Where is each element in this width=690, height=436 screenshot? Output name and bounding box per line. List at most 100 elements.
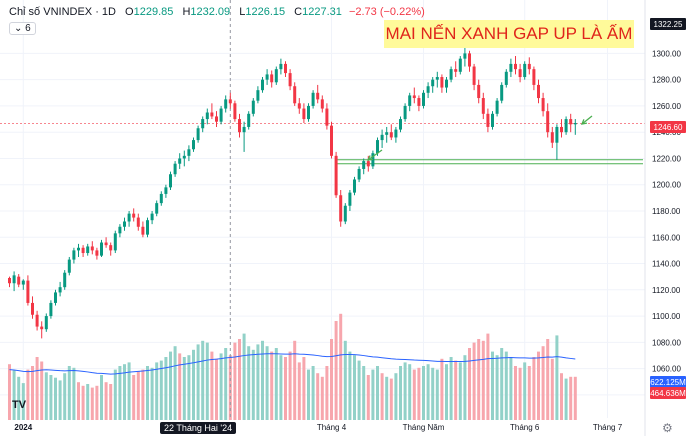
candle-body bbox=[380, 134, 384, 141]
volume-bar bbox=[228, 355, 232, 420]
candle-body bbox=[127, 213, 131, 222]
candle-body bbox=[146, 220, 149, 235]
candle-body bbox=[224, 99, 228, 109]
volume-bar bbox=[123, 364, 126, 420]
candle bbox=[514, 56, 517, 75]
volume-bar bbox=[325, 366, 329, 420]
indicators-toggle-button[interactable]: ⌄ 6 bbox=[9, 22, 36, 35]
candle-body bbox=[178, 158, 182, 164]
candle-body bbox=[463, 53, 467, 59]
candle bbox=[90, 241, 94, 255]
symbol-label[interactable]: Chỉ số VNINDEX · 1D bbox=[9, 6, 116, 18]
volume-bar bbox=[54, 377, 57, 420]
candle bbox=[100, 239, 103, 257]
volume-bar bbox=[261, 340, 264, 420]
candle-body bbox=[132, 213, 136, 218]
settings-gear-icon[interactable]: ⚙ bbox=[662, 421, 673, 435]
candle-body bbox=[44, 316, 48, 330]
volume-bar bbox=[417, 367, 421, 420]
candle-body bbox=[72, 250, 76, 260]
candle bbox=[477, 79, 481, 104]
volume-bar bbox=[284, 357, 287, 420]
candle-body bbox=[500, 84, 504, 101]
candle bbox=[201, 116, 205, 133]
candle bbox=[541, 92, 545, 117]
candle bbox=[537, 79, 540, 104]
volume-bar bbox=[376, 366, 379, 420]
candle-body bbox=[35, 314, 39, 327]
volume-bar bbox=[523, 362, 527, 420]
volume-bar bbox=[495, 355, 499, 420]
candle-body bbox=[219, 108, 223, 122]
candle-body bbox=[77, 247, 80, 251]
candle-body bbox=[320, 99, 324, 109]
candle-body bbox=[468, 53, 471, 67]
candle-body bbox=[481, 98, 485, 114]
candle bbox=[146, 217, 149, 238]
volume-bar bbox=[412, 369, 416, 420]
candle-body bbox=[164, 187, 168, 194]
volume-bar bbox=[307, 369, 310, 420]
open-label: O bbox=[125, 6, 134, 18]
volume-bar bbox=[31, 366, 34, 420]
candle bbox=[422, 90, 425, 109]
close-value: 1227.31 bbox=[302, 6, 342, 18]
candle bbox=[192, 137, 195, 152]
candle bbox=[454, 61, 458, 78]
candle-body bbox=[311, 92, 315, 106]
volume-bar bbox=[371, 369, 375, 420]
candle-body bbox=[256, 90, 260, 101]
candle-body bbox=[31, 302, 34, 315]
volume-bar bbox=[90, 387, 94, 420]
volume-bar bbox=[44, 372, 48, 420]
change-value: −2.73 (−0.22%) bbox=[348, 6, 425, 18]
candle-body bbox=[284, 63, 287, 74]
candle-body bbox=[560, 126, 563, 133]
candle-body bbox=[265, 74, 269, 80]
volume-bar bbox=[564, 378, 568, 420]
candle-body bbox=[81, 247, 85, 254]
candle-body bbox=[509, 63, 513, 72]
candle-body bbox=[293, 86, 297, 104]
candle-body bbox=[150, 213, 154, 221]
volume-bar bbox=[297, 362, 301, 420]
candle bbox=[385, 126, 389, 143]
volume-bar bbox=[21, 383, 25, 420]
candle bbox=[58, 281, 62, 297]
candle bbox=[17, 274, 21, 288]
candle-body bbox=[297, 103, 301, 109]
candle bbox=[164, 184, 168, 198]
candle bbox=[362, 158, 366, 175]
candle-body bbox=[330, 125, 333, 156]
candle-body bbox=[339, 195, 343, 222]
candle-body bbox=[141, 226, 145, 235]
candle bbox=[49, 300, 53, 319]
volume-bar bbox=[357, 360, 361, 420]
candle-body bbox=[58, 287, 62, 293]
arrow-head bbox=[580, 119, 588, 125]
volume-bar bbox=[58, 380, 62, 420]
volume-bar bbox=[127, 362, 131, 420]
candle bbox=[178, 153, 182, 169]
time-tick-label: Tháng Năm bbox=[403, 423, 445, 432]
candle bbox=[155, 200, 159, 217]
candle bbox=[412, 87, 416, 104]
candle bbox=[445, 77, 448, 93]
text-annotation[interactable]: MAI NẾN XANH GAP UP LÀ ẤM bbox=[384, 20, 634, 48]
volume-bar bbox=[251, 349, 255, 420]
candle-body bbox=[569, 119, 573, 125]
high-label: H bbox=[182, 6, 191, 18]
volume-bar bbox=[150, 367, 154, 420]
candle-body bbox=[155, 203, 159, 214]
volume-bar bbox=[550, 358, 554, 420]
candle-body bbox=[233, 103, 237, 120]
low-label: L bbox=[239, 6, 246, 18]
candle bbox=[523, 61, 527, 80]
volume-bar bbox=[173, 346, 177, 420]
candle-body bbox=[302, 108, 306, 120]
tradingview-logo-icon[interactable]: TV bbox=[11, 399, 27, 411]
candle bbox=[279, 58, 283, 75]
volume-ma-badge: 622.125M bbox=[650, 376, 686, 388]
candle bbox=[330, 121, 333, 159]
